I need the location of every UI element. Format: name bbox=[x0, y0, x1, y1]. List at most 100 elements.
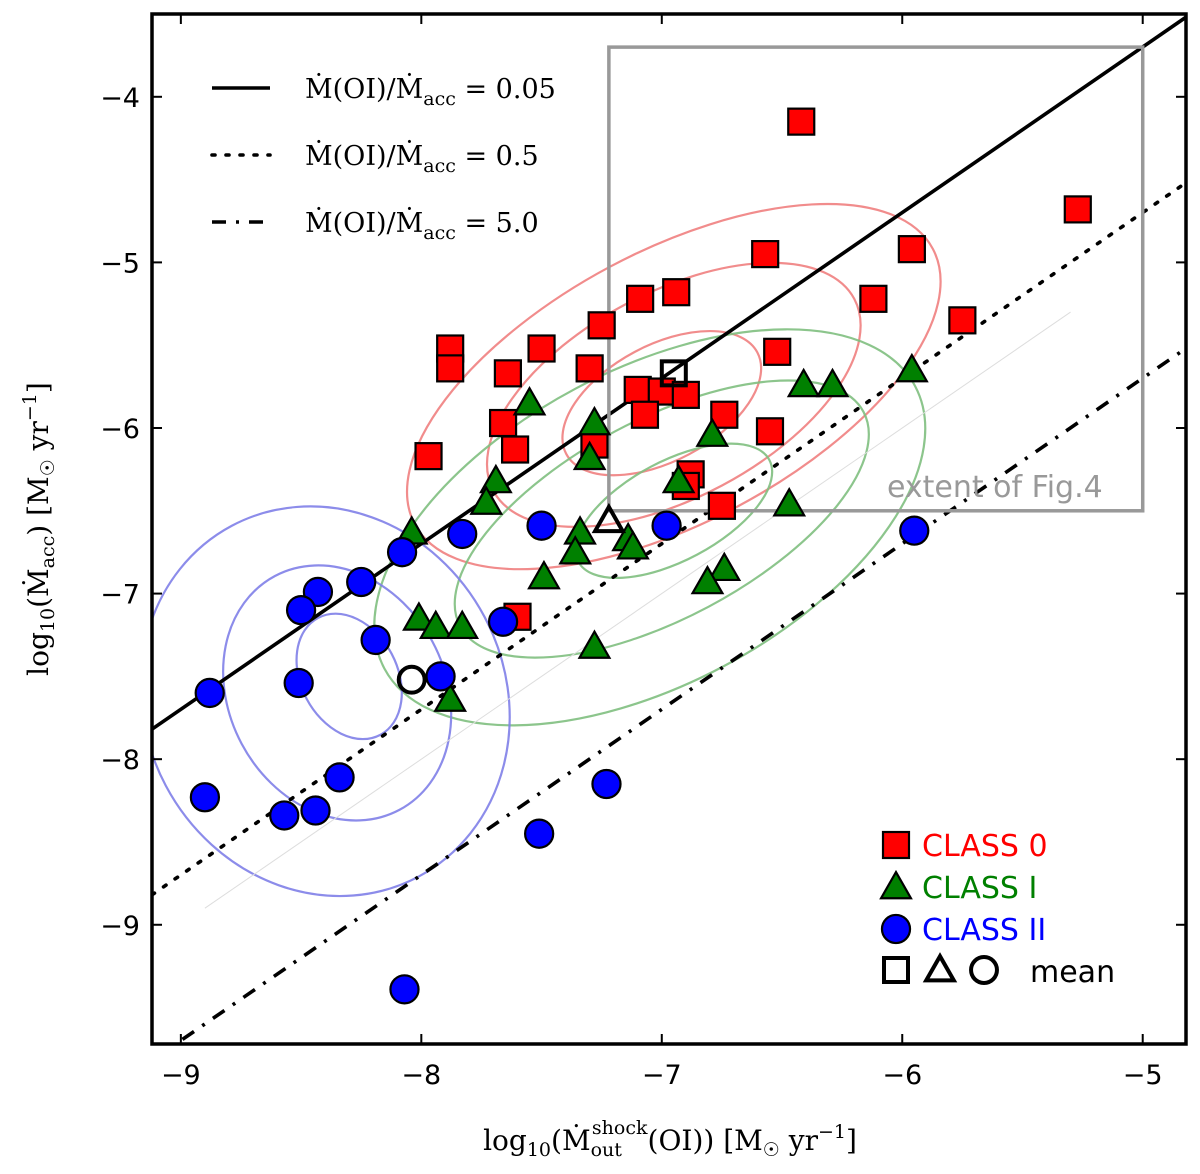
point-class-ii bbox=[346, 566, 377, 598]
point-class-i bbox=[572, 440, 607, 471]
point-class-ii bbox=[360, 624, 391, 656]
x-tick-label: −6 bbox=[882, 1060, 922, 1091]
class-legend: CLASS 0 CLASS I CLASS II mean bbox=[879, 829, 1115, 990]
ratio-line-dashdot bbox=[172, 346, 1186, 1044]
point-class-0 bbox=[436, 354, 465, 383]
point-class-0 bbox=[662, 278, 691, 307]
point-class-0 bbox=[527, 334, 556, 363]
point-class-i bbox=[469, 485, 504, 515]
x-tick-label: −5 bbox=[1123, 1060, 1163, 1091]
point-class-i bbox=[577, 629, 612, 659]
point-class-i bbox=[433, 682, 468, 712]
point-class-ii bbox=[194, 677, 225, 709]
point-class-i bbox=[695, 417, 730, 447]
point-class-ii bbox=[386, 537, 418, 568]
contour-class-i-3 bbox=[373, 328, 927, 727]
x-axis-label: log10(Ṁoutshock(OI)) [M☉ yr−1] bbox=[483, 1117, 857, 1161]
legend-marker-class-i bbox=[879, 869, 913, 900]
point-class-0 bbox=[763, 337, 792, 366]
point-class-0 bbox=[587, 311, 616, 340]
legend-marker-class-ii bbox=[880, 913, 912, 945]
point-class-ii bbox=[300, 795, 331, 826]
legend-label-class-i: CLASS I bbox=[922, 871, 1037, 906]
point-class-0 bbox=[787, 107, 816, 136]
y-tick-label: −5 bbox=[100, 248, 140, 279]
point-class-ii bbox=[651, 510, 682, 541]
legend-marker-class-0 bbox=[881, 830, 911, 860]
point-class-ii bbox=[899, 515, 930, 546]
ratio-lines bbox=[152, 15, 1186, 1044]
point-class-i bbox=[895, 352, 929, 383]
contour-class-ii-2 bbox=[222, 564, 453, 822]
point-class-i bbox=[690, 564, 725, 595]
contour-class-0-1 bbox=[561, 329, 763, 477]
point-class-0 bbox=[575, 354, 604, 383]
line-legend: Ṁ(OI)/Ṁacc = 0.05 Ṁ(OI)/Ṁacc = 0.5 Ṁ(OI)/Ṁ… bbox=[210, 72, 556, 244]
point-class-0 bbox=[501, 435, 530, 464]
point-class-0 bbox=[493, 359, 522, 388]
point-class-i bbox=[786, 367, 821, 398]
x-tick-label: −7 bbox=[642, 1060, 682, 1091]
legend-mean-class-i bbox=[922, 952, 958, 983]
point-class-i bbox=[616, 530, 650, 560]
y-axis-label: log10(Ṁacc) [M☉ yr−1] bbox=[19, 382, 59, 676]
point-class-i bbox=[815, 367, 850, 398]
point-class-ii bbox=[189, 782, 221, 813]
x-tick-label: −8 bbox=[401, 1060, 441, 1091]
point-class-i bbox=[445, 609, 480, 640]
mean-markers bbox=[396, 359, 688, 695]
point-class-i bbox=[772, 486, 807, 517]
point-class-i bbox=[402, 601, 436, 631]
point-class-0 bbox=[897, 235, 926, 264]
y-tick-label: −6 bbox=[100, 414, 140, 445]
point-class-ii bbox=[487, 606, 519, 637]
point-class-ii bbox=[285, 595, 317, 626]
point-class-ii bbox=[324, 762, 355, 793]
extent-box bbox=[607, 45, 1145, 513]
x-tick-label: −9 bbox=[161, 1060, 201, 1091]
y-tick-label: −9 bbox=[100, 911, 140, 942]
legend-label-solid: Ṁ(OI)/Ṁacc = 0.05 bbox=[305, 72, 556, 110]
point-class-i bbox=[558, 535, 593, 565]
point-class-0 bbox=[707, 491, 737, 520]
point-class-i bbox=[707, 551, 742, 582]
point-class-0 bbox=[1063, 195, 1092, 224]
contour-class-ii-1 bbox=[295, 612, 403, 741]
point-class-ii bbox=[283, 667, 314, 699]
point-class-0 bbox=[623, 375, 652, 405]
extent-box-label: extent of Fig.4 bbox=[887, 470, 1103, 505]
point-class-0 bbox=[488, 408, 518, 438]
axis-ticks: −9 −8 −7 −6 −5 −4 −5 −6 −7 −8 −9 bbox=[100, 14, 1186, 1091]
mean-class-ii bbox=[396, 664, 427, 695]
point-class-i bbox=[563, 515, 597, 545]
point-class-0 bbox=[755, 417, 785, 446]
point-class-i bbox=[661, 463, 696, 494]
point-class-ii bbox=[389, 974, 420, 1005]
point-class-i bbox=[527, 559, 561, 590]
ratio-line-solid bbox=[152, 15, 1186, 731]
point-class-ii bbox=[591, 768, 622, 800]
point-class-ii bbox=[425, 661, 456, 692]
legend-mean-class-0 bbox=[882, 956, 910, 984]
point-class-ii bbox=[524, 818, 555, 849]
contour-class-ii-3 bbox=[152, 505, 511, 898]
legend-mean-class-ii bbox=[969, 955, 999, 985]
point-class-0 bbox=[626, 284, 655, 313]
data-points bbox=[189, 107, 1092, 1005]
point-class-0 bbox=[859, 284, 888, 313]
legend-label-class-ii: CLASS II bbox=[922, 913, 1046, 948]
point-class-0 bbox=[630, 400, 660, 429]
fig4-extent-box: extent of Fig.4 bbox=[607, 45, 1145, 513]
legend-mean-label: mean bbox=[1030, 955, 1115, 990]
point-class-i bbox=[577, 405, 612, 436]
ratio-line-dotted bbox=[152, 180, 1186, 897]
plot-frame bbox=[150, 12, 1188, 1046]
point-class-i bbox=[418, 609, 453, 640]
point-class-i bbox=[479, 463, 513, 494]
point-class-0 bbox=[414, 442, 443, 471]
point-class-ii bbox=[447, 518, 478, 550]
point-class-ii bbox=[526, 510, 557, 541]
y-tick-label: −8 bbox=[100, 745, 140, 776]
mean-class-0 bbox=[659, 359, 688, 388]
